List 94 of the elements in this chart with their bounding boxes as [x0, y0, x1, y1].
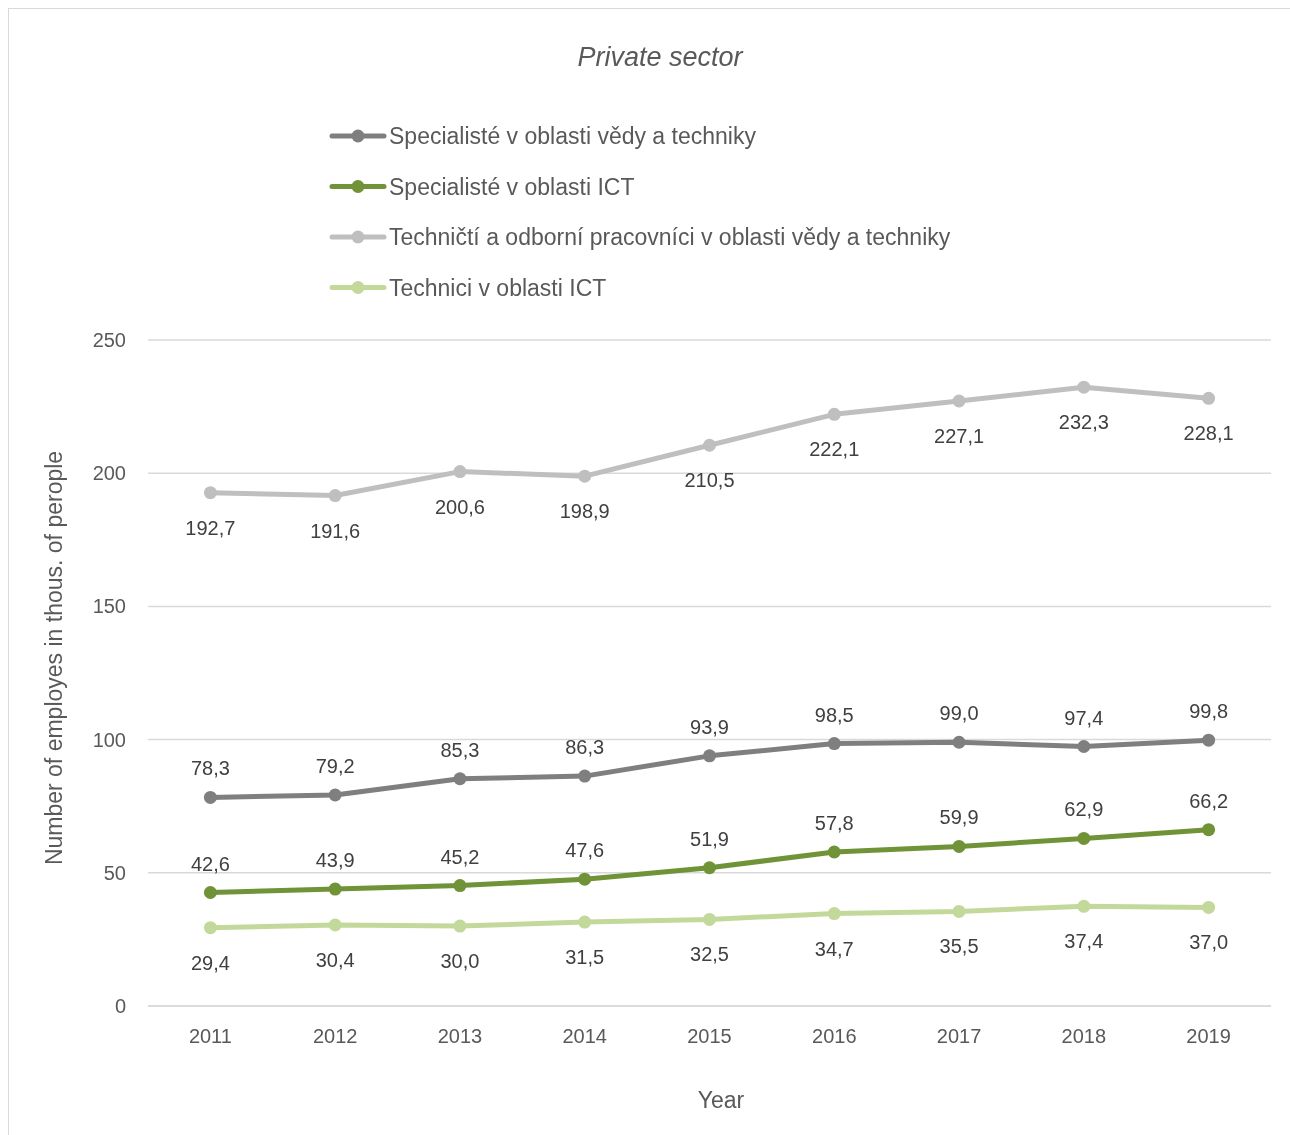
point — [952, 904, 966, 918]
point — [453, 919, 467, 933]
point — [203, 790, 217, 804]
data-label: 85,3 — [440, 738, 480, 761]
y-tick-label: 200 — [92, 462, 126, 485]
y-tick-label: 150 — [92, 595, 126, 618]
data-label: 37,0 — [1189, 931, 1229, 954]
point — [578, 469, 592, 483]
point — [203, 886, 217, 900]
x-tick-label: 2011 — [188, 1025, 232, 1047]
data-label: 29,4 — [190, 951, 230, 974]
legend-label: Specialisté v oblasti vědy a techniky — [389, 123, 757, 149]
y-tick-label: 100 — [92, 728, 126, 751]
y-tick-label: 0 — [114, 995, 126, 1017]
point — [453, 465, 467, 479]
data-label: 228,1 — [1183, 422, 1234, 445]
point — [703, 438, 716, 452]
point — [1077, 831, 1091, 845]
data-label: 30,4 — [315, 949, 355, 972]
point — [453, 879, 467, 893]
data-label: 30,0 — [440, 950, 480, 973]
legend-label: Specialisté v oblasti ICT — [389, 173, 635, 200]
point — [1202, 391, 1216, 405]
data-label: 62,9 — [1064, 798, 1104, 821]
x-tick-label: 2014 — [562, 1025, 607, 1047]
data-label: 98,5 — [814, 703, 854, 726]
data-label: 97,4 — [1064, 706, 1104, 729]
data-label: 210,5 — [684, 469, 735, 492]
legend-label: Techničtí a odborní pracovníci v oblasti vědy a techniky — [389, 224, 951, 250]
data-label: 222,1 — [809, 438, 860, 461]
data-label: 59,9 — [939, 806, 979, 829]
chart-title: Private sector — [577, 42, 744, 72]
point — [703, 861, 716, 875]
x-tick-label: 2018 — [1061, 1025, 1107, 1047]
point — [827, 907, 841, 921]
point — [1077, 740, 1091, 754]
point — [1077, 380, 1091, 394]
legend-label: Technici v oblasti ICT — [389, 274, 607, 301]
data-label: 99,0 — [939, 702, 979, 725]
y-tick-label: 50 — [103, 861, 126, 884]
data-label: 45,2 — [440, 845, 480, 868]
point — [578, 915, 592, 929]
point — [952, 839, 966, 853]
x-axis-title: Year — [697, 1087, 745, 1113]
point — [703, 749, 716, 763]
data-label: 32,5 — [690, 943, 729, 966]
data-label: 78,3 — [190, 757, 230, 780]
data-label: 99,8 — [1189, 700, 1229, 723]
data-label: 34,7 — [814, 937, 854, 960]
x-tick-label: 2015 — [687, 1025, 732, 1047]
point — [827, 845, 841, 859]
x-tick-label: 2013 — [437, 1025, 483, 1047]
y-axis-title: Number of employes in thous. of perople — [41, 450, 67, 866]
y-tick-label: 250 — [92, 329, 126, 351]
data-label: 191,6 — [310, 519, 361, 542]
point — [827, 407, 841, 421]
data-label: 198,9 — [559, 500, 610, 523]
data-label: 35,5 — [939, 935, 979, 958]
data-label: 200,6 — [434, 495, 485, 518]
point — [1202, 900, 1216, 914]
data-label: 37,4 — [1064, 930, 1104, 953]
data-label: 31,5 — [565, 946, 605, 969]
point — [703, 912, 716, 926]
data-label: 66,2 — [1189, 789, 1229, 812]
point — [328, 489, 342, 503]
point — [578, 872, 592, 886]
point — [1202, 823, 1216, 837]
point — [453, 772, 467, 786]
data-label: 43,9 — [315, 849, 355, 872]
data-label: 51,9 — [690, 827, 729, 850]
point — [827, 737, 841, 751]
point — [203, 486, 217, 500]
x-tick-label: 2019 — [1186, 1025, 1231, 1047]
data-label: 79,2 — [315, 755, 355, 778]
data-label: 93,9 — [690, 715, 729, 738]
data-label: 232,3 — [1058, 411, 1109, 434]
point — [328, 882, 342, 896]
point — [328, 918, 342, 932]
data-label: 42,6 — [190, 852, 230, 875]
data-label: 57,8 — [814, 812, 854, 835]
x-tick-label: 2012 — [312, 1025, 358, 1047]
data-label: 192,7 — [185, 516, 236, 539]
data-label: 227,1 — [934, 425, 985, 448]
point — [328, 788, 342, 802]
point — [203, 921, 217, 935]
data-label: 47,6 — [565, 839, 605, 862]
point — [952, 394, 966, 408]
point — [1077, 899, 1091, 913]
x-tick-label: 2016 — [812, 1025, 857, 1047]
x-tick-label: 2017 — [936, 1025, 982, 1047]
point — [578, 769, 592, 783]
point — [952, 735, 966, 749]
data-label: 86,3 — [565, 736, 605, 759]
point — [1202, 733, 1216, 747]
